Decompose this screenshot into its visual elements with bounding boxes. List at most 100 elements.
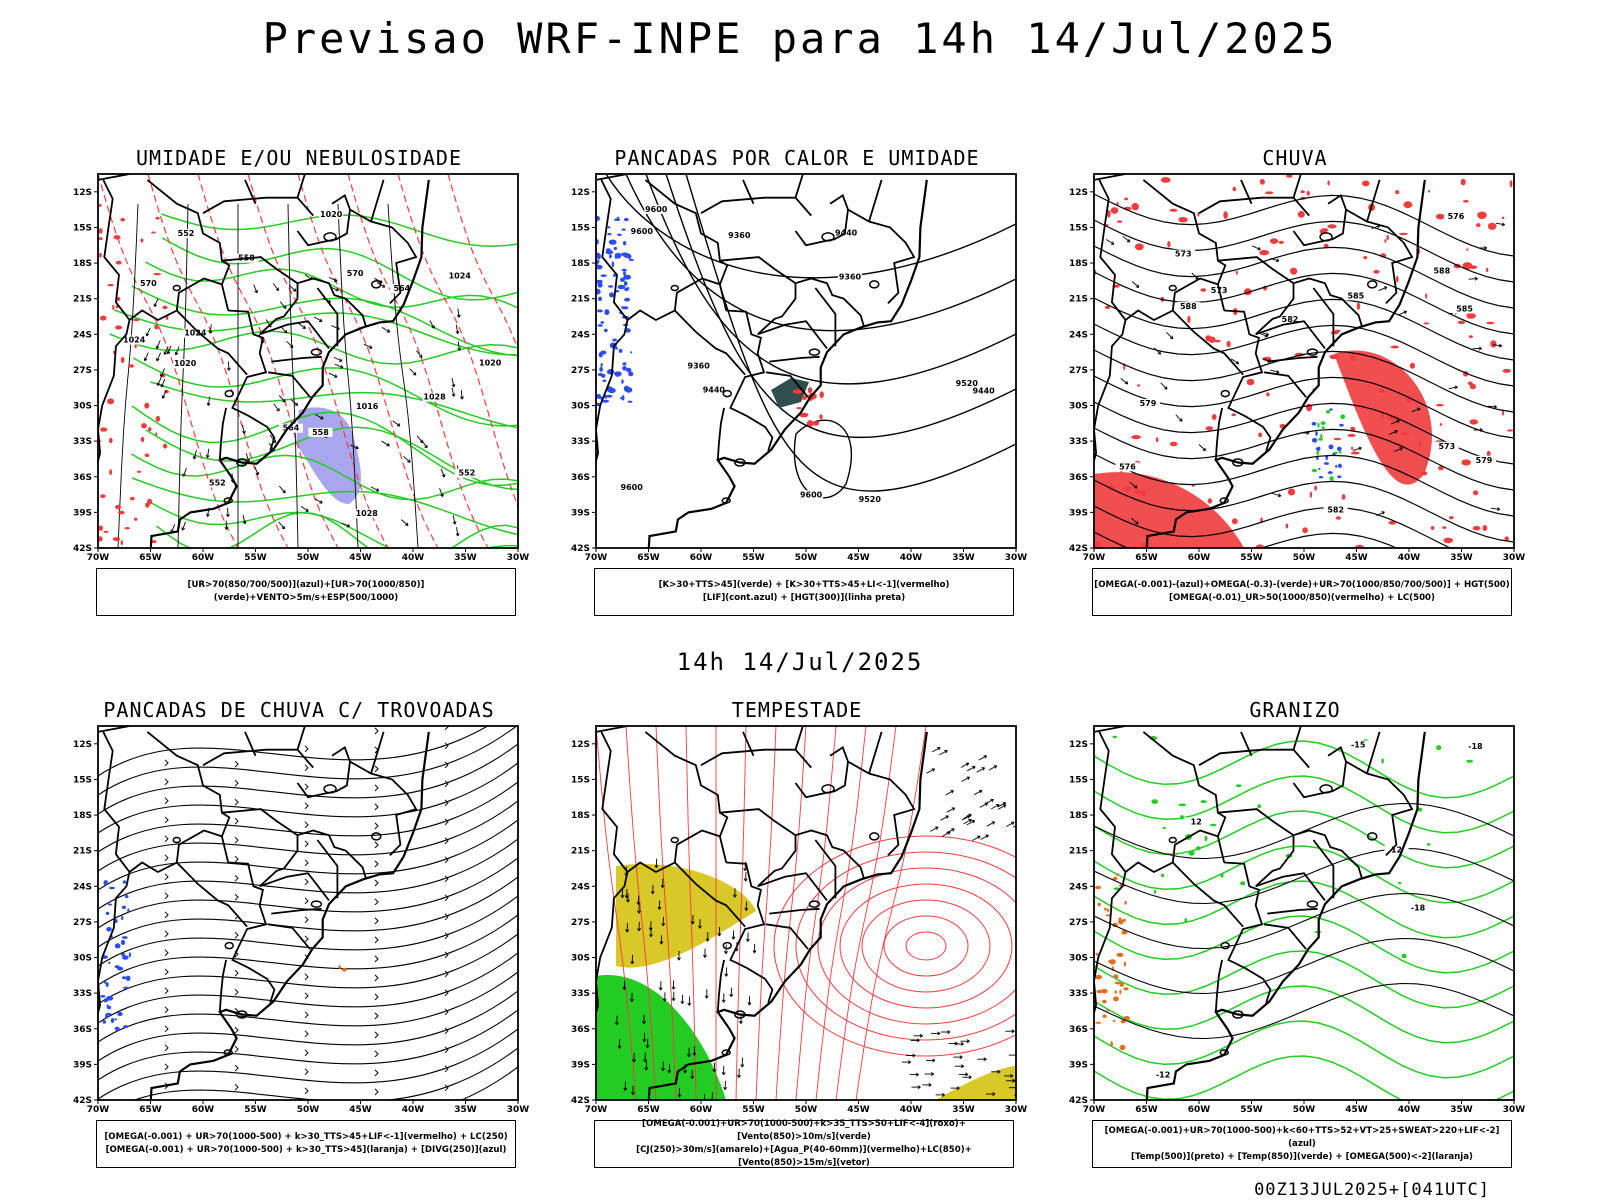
divg-250-area [109, 886, 115, 890]
political-border [176, 861, 248, 928]
lon-tick-label: 55W [244, 553, 267, 563]
temp-850-patch [1151, 799, 1159, 804]
map-area [596, 726, 1016, 1100]
contour-label: 1016 [356, 402, 379, 411]
streamline-arrow [164, 1025, 169, 1033]
wind-vector [1490, 507, 1501, 511]
streamline-arrow [374, 841, 379, 849]
political-border [765, 923, 809, 950]
omega-area [1315, 447, 1319, 451]
rain-patch [1356, 302, 1361, 310]
wind-vector [625, 923, 630, 933]
rain-patch [1388, 415, 1399, 421]
wind-vector [958, 1072, 969, 1077]
lat-tick-label: 27S [571, 918, 590, 928]
omega-500-area [1112, 1020, 1116, 1022]
rain-patch [1300, 190, 1305, 194]
political-border [847, 760, 916, 857]
streamline [98, 857, 518, 929]
political-border [1255, 872, 1326, 902]
political-border [297, 829, 367, 879]
omega-area [1337, 475, 1342, 479]
streamline-arrow [444, 1084, 449, 1092]
lat-tick-label: 21S [73, 295, 92, 305]
wind-vector [941, 1030, 951, 1034]
hgt-500-contour [1094, 323, 1514, 387]
political-border [742, 731, 755, 757]
rain-patch [1378, 388, 1385, 394]
lon-tick-label: 60W [690, 553, 713, 563]
lon-tick-label: 60W [690, 1105, 713, 1115]
divg-250-area [105, 911, 110, 915]
rain-patch [1208, 336, 1216, 343]
wind-vector [622, 980, 627, 990]
streamline-arrow [304, 821, 309, 829]
lon-tick-label: 55W [742, 553, 765, 563]
lake-outline [670, 836, 679, 844]
humidity-patch [115, 504, 122, 510]
rain-patch [1117, 220, 1123, 223]
lif-contour [602, 399, 609, 403]
rain-patch [1486, 267, 1489, 273]
legend-line: [OMEGA(-0.001) + UR>70(1000-500) + k>30_… [104, 1132, 508, 1142]
lon-tick-label: 35W [952, 553, 975, 563]
humidity-patch [103, 530, 109, 533]
streamline-arrow [304, 1011, 309, 1019]
lake-outline [1219, 497, 1229, 504]
coastlines-borders [596, 174, 928, 548]
wind-vector [690, 915, 695, 925]
omega-area [1321, 426, 1325, 430]
lake-outline [670, 284, 679, 292]
hgt-500-contour [1094, 193, 1514, 257]
legend-line: [K>30+TTS>45](verde) + [K>30+TTS>45+LI<-… [658, 580, 950, 590]
contour-label: 1024 [184, 329, 207, 338]
political-border [370, 179, 385, 222]
streamline-arrow [164, 968, 169, 976]
coastlines-borders [1094, 726, 1426, 1100]
streamline-arrow [374, 993, 379, 1001]
panel-title: GRANIZO [1249, 698, 1341, 722]
wind-vector [1106, 239, 1115, 245]
lake-outline [1220, 941, 1230, 950]
wind-vector [161, 389, 167, 399]
wind-vector [1352, 446, 1362, 452]
wind-vector [245, 453, 251, 463]
temp-500-contour [1094, 847, 1514, 905]
political-border [202, 726, 306, 766]
political-border [1094, 179, 1127, 465]
panel-chuva: CHUVA [OMEGA(-0.001)-(azul)+OMEGA(-0.3)-… [1060, 146, 1530, 638]
wind-vector [637, 904, 641, 914]
wind-vector [1131, 281, 1140, 288]
humidity-patch [162, 305, 168, 310]
east-coastline [647, 179, 928, 548]
omega-500-area [1102, 1014, 1107, 1018]
wind-vector [1495, 222, 1505, 227]
divg-250-area [100, 995, 106, 998]
wind-vector [1005, 821, 1015, 827]
lat-tick-label: 33S [1069, 989, 1088, 999]
wind-vector [456, 308, 461, 318]
contour-label: 576 [1119, 462, 1136, 471]
political-border [1345, 208, 1414, 305]
omega-area [1339, 423, 1344, 427]
wind-vector [985, 798, 994, 805]
wind-vector [341, 522, 351, 528]
temp-850-patch [1220, 872, 1224, 878]
contour-label: 1020 [320, 210, 343, 219]
rain-patch [1461, 459, 1471, 466]
rain-patch [1290, 267, 1298, 275]
wind-vector [457, 341, 462, 351]
lat-tick-label: 15S [73, 775, 92, 785]
political-border [296, 194, 351, 247]
temp-850-patch [1466, 759, 1473, 763]
rain-patch [1314, 485, 1317, 491]
streamline-arrow [444, 1065, 449, 1073]
lat-tick-label: 30S [1069, 954, 1088, 964]
political-border [719, 284, 728, 311]
rain-patch [1329, 354, 1339, 360]
lif-contour [596, 394, 602, 399]
wind-vector [392, 420, 401, 427]
streamline-arrow [304, 973, 309, 981]
divg-250-area [120, 939, 126, 945]
lon-tick-label: 60W [192, 1105, 215, 1115]
